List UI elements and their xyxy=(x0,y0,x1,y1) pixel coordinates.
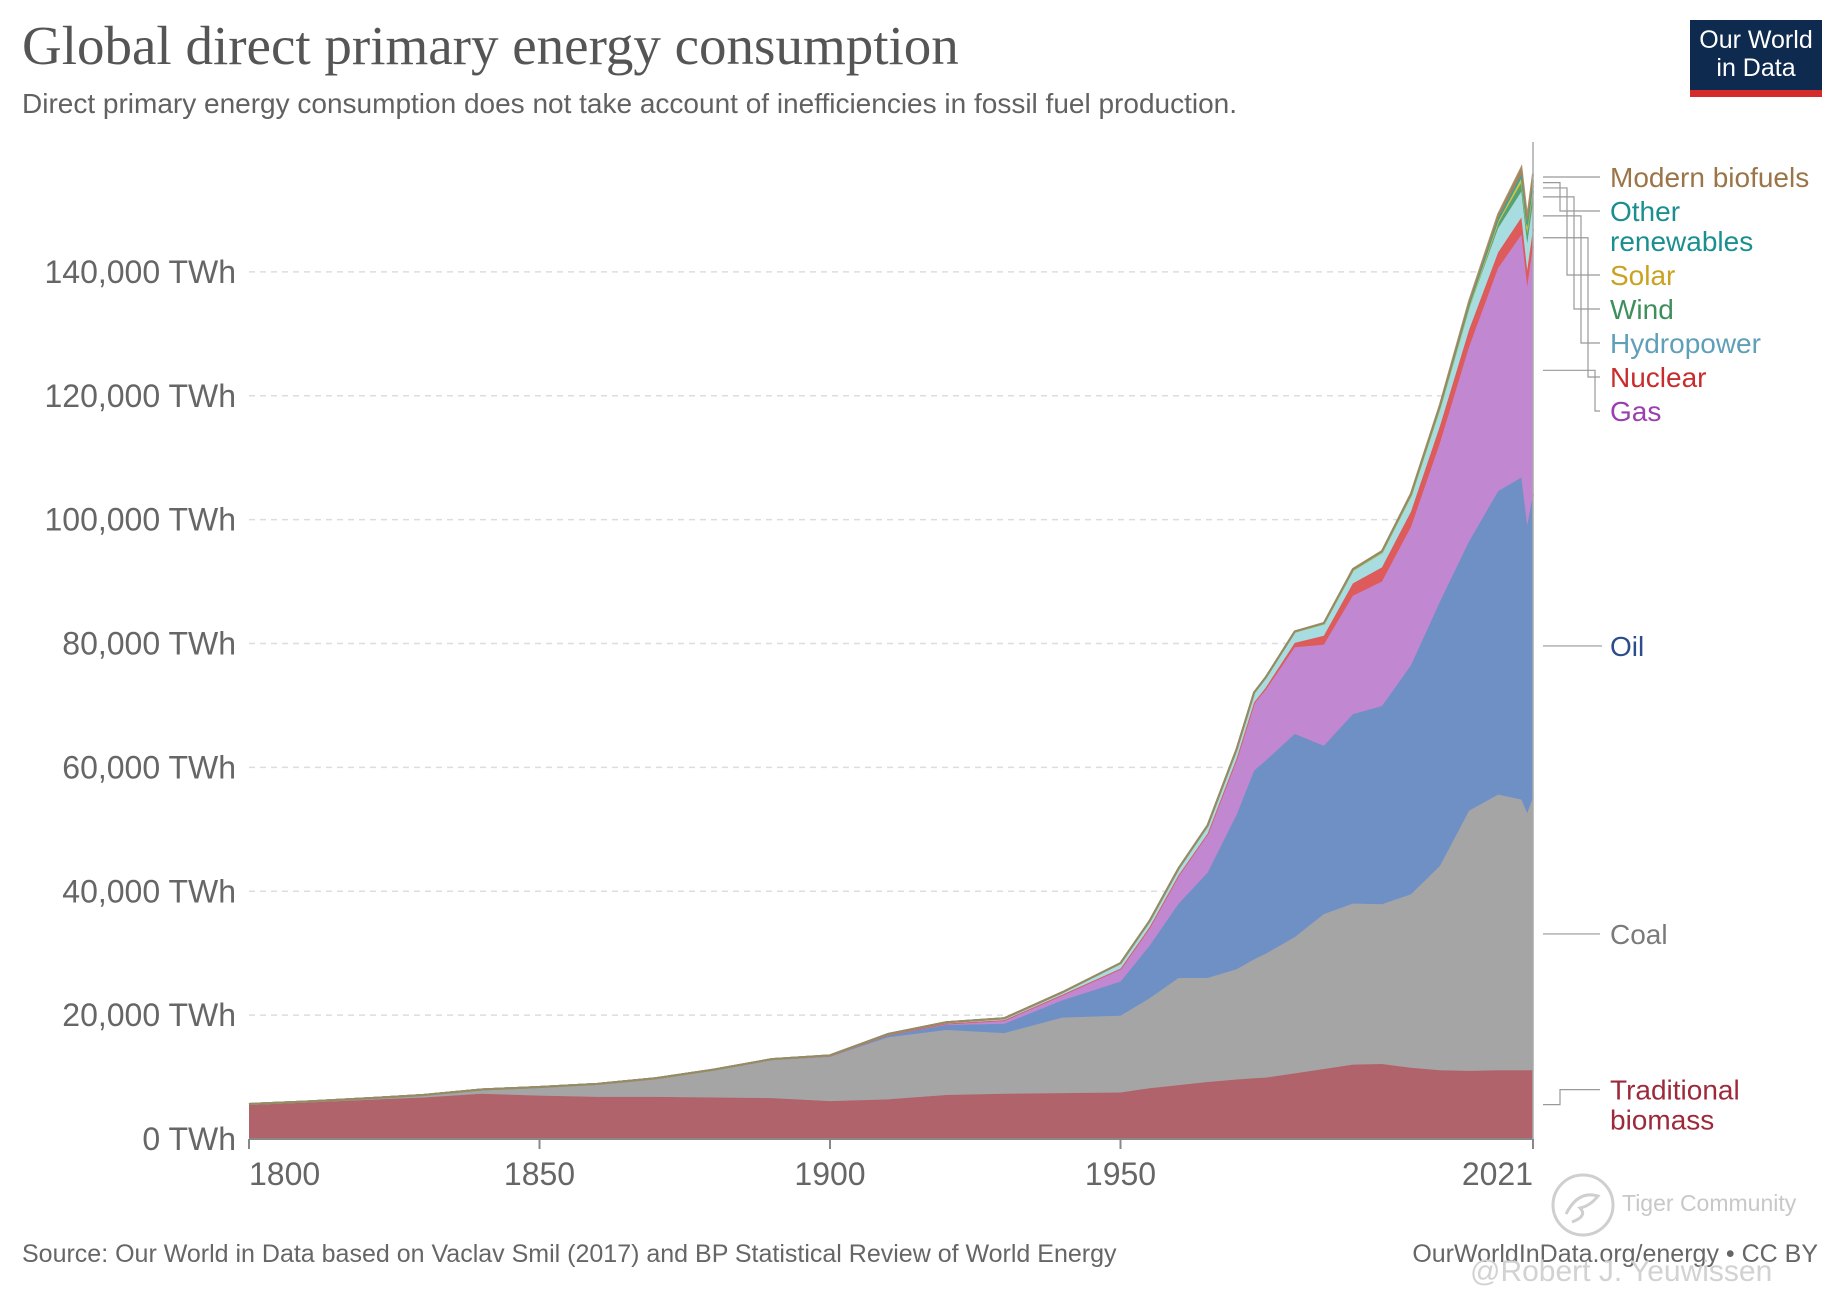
legend-connector xyxy=(1543,369,1600,412)
area-oil xyxy=(249,477,1533,1104)
chart-subtitle: Direct primary energy consumption does n… xyxy=(22,88,1238,119)
y-tick-label: 100,000 TWh xyxy=(44,502,236,538)
legend-label-coal: Coal xyxy=(1610,919,1668,950)
series-line xyxy=(248,164,1534,1105)
legend-label-other-renewables: renewables xyxy=(1610,226,1753,257)
y-tick-label: 40,000 TWh xyxy=(62,873,236,909)
legend-connector xyxy=(1543,196,1600,310)
source-note: Source: Our World in Data based on Vacla… xyxy=(22,1240,1117,1268)
y-tick-label: 140,000 TWh xyxy=(44,254,236,290)
legend-connector xyxy=(1543,1088,1600,1106)
legend-label-wind: Wind xyxy=(1610,294,1674,325)
legend-label-solar: Solar xyxy=(1610,260,1675,291)
legend-label-hydropower: Hydropower xyxy=(1610,328,1761,359)
tiger-community-icon xyxy=(1551,1173,1615,1237)
legend-label-modern-biofuels: Modern biofuels xyxy=(1610,162,1809,193)
legend-label-gas: Gas xyxy=(1610,396,1661,427)
x-tick-label: 1900 xyxy=(794,1156,865,1192)
logo-line-2: in Data xyxy=(1716,54,1796,82)
legend-label-oil: Oil xyxy=(1610,631,1644,662)
legend: Modern biofuelsOtherrenewablesSolarWindH… xyxy=(1543,162,1809,1136)
y-tick-label: 20,000 TWh xyxy=(62,997,236,1033)
x-tick-label: 2021 xyxy=(1462,1156,1533,1192)
watermark-author: @Robert J. Yeuwissen xyxy=(1470,1255,1773,1288)
legend-label-nuclear: Nuclear xyxy=(1610,362,1706,393)
owid-logo[interactable]: Our World in Data xyxy=(1690,20,1822,97)
y-tick-label: 120,000 TWh xyxy=(44,378,236,414)
credit-link[interactable]: OurWorldInData.org/energy • CC BY xyxy=(1412,1240,1818,1268)
logo-line-1: Our World xyxy=(1699,26,1813,54)
legend-label-traditional-biomass: biomass xyxy=(1610,1105,1714,1136)
watermark-community: Tiger Community xyxy=(1622,1190,1797,1216)
y-tick-label: 80,000 TWh xyxy=(62,626,236,662)
x-tick-label: 1950 xyxy=(1085,1156,1156,1192)
legend-label-other-renewables: Other xyxy=(1610,196,1680,227)
axes: 0 TWh 20,000 TWh 40,000 TWh 60,000 TWh 80,00… xyxy=(44,142,1534,1192)
legend-connector xyxy=(1543,237,1600,378)
x-tick-label: 1800 xyxy=(249,1156,320,1192)
legend-connector xyxy=(1543,187,1600,276)
area-coal xyxy=(249,794,1533,1105)
stacked-areas xyxy=(248,164,1534,1139)
y-tick-label: 60,000 TWh xyxy=(62,749,236,785)
chart-title: Global direct primary energy consumption xyxy=(22,15,959,76)
x-tick-label: 1850 xyxy=(504,1156,575,1192)
area-traditional-biomass xyxy=(249,1064,1533,1139)
legend-label-traditional-biomass: Traditional xyxy=(1610,1075,1740,1106)
legend-connector xyxy=(1543,215,1600,344)
y-tick-label: 0 TWh xyxy=(142,1121,236,1157)
